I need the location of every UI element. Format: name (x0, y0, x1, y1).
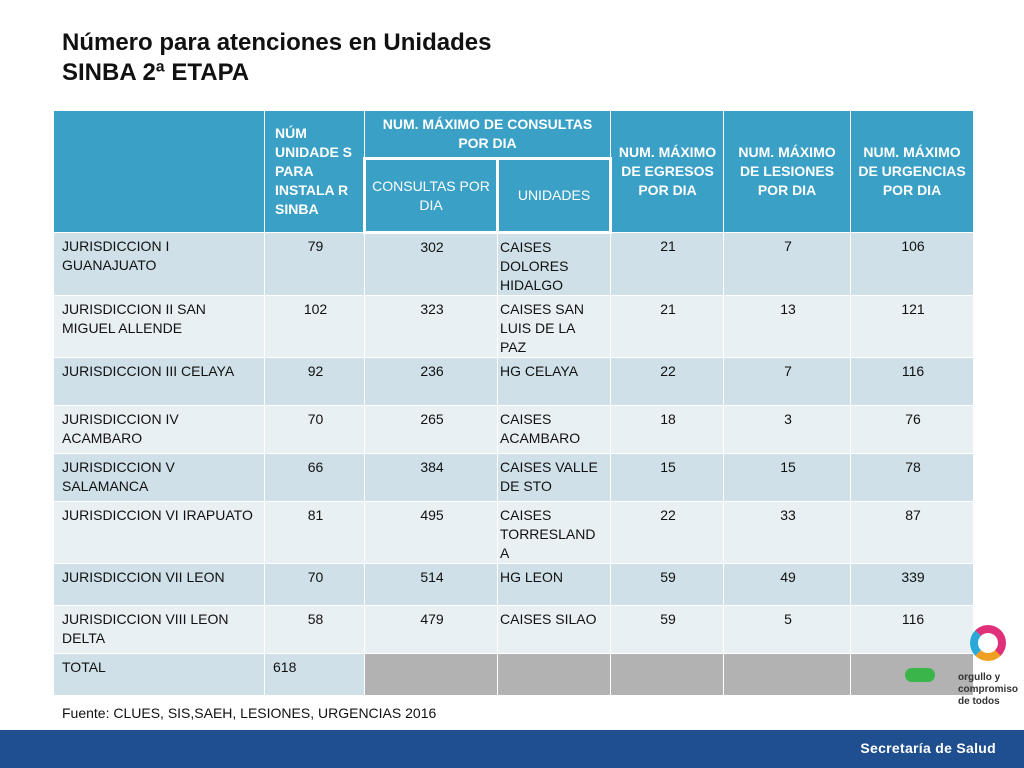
cell-unidades: CAISES TORRESLAND A (496, 501, 612, 564)
cell-total-lesiones (723, 653, 852, 696)
cell-urgencias: 78 (850, 453, 975, 502)
cell-total-egresos (610, 653, 725, 696)
header-consultas-group: NUM. MÁXIMO DE CONSULTAS POR DIA (363, 110, 612, 159)
table-row: JURISDICCION I GUANAJUATO 79 302 CAISES DOL… (53, 232, 975, 296)
cell-jurisdiccion: JURISDICCION I GUANAJUATO (53, 232, 265, 296)
cell-lesiones: 7 (723, 357, 852, 406)
table-row: JURISDICCION IV ACAMBARO 70 265 CAISES ACAM… (53, 405, 975, 454)
title-line-1: Número para atenciones en Unidades (62, 29, 492, 56)
cell-lesiones: 33 (723, 501, 852, 564)
cell-egresos: 21 (610, 232, 725, 296)
cell-lesiones: 13 (723, 295, 852, 358)
cell-consultas: 323 (364, 295, 498, 358)
title-line-2: SINBA 2ª ETAPA (62, 59, 250, 86)
header-lesiones: NUM. MÁXIMO DE LESIONES POR DIA (723, 110, 852, 233)
cell-consultas: 384 (364, 453, 498, 502)
cell-jurisdiccion: JURISDICCION II SAN MIGUEL ALLENDE (53, 295, 265, 358)
table-row: JURISDICCION VII LEON 70 514 HG LEON 59 49 339 (53, 563, 975, 606)
cell-num-unidades: 102 (264, 295, 365, 358)
cell-unidades: CAISES VALLE DE STO (496, 453, 612, 502)
table-row: JURISDICCION VI IRAPUATO 81 495 CAISES TORR… (53, 501, 975, 564)
cell-jurisdiccion: JURISDICCION IV ACAMBARO (53, 405, 265, 454)
cell-total-unidades (496, 653, 612, 696)
cell-consultas: 236 (364, 357, 498, 406)
table-row-total: TOTAL 618 (53, 653, 975, 696)
cell-unidades: HG LEON (496, 563, 612, 606)
cell-urgencias: 339 (850, 563, 975, 606)
cell-lesiones: 49 (723, 563, 852, 606)
cell-jurisdiccion: JURISDICCION VIII LEON DELTA (53, 605, 265, 654)
header-consultas-por-dia: CONSULTAS POR DIA (363, 157, 499, 234)
logo-slogan: orgullo y compromiso de todos (958, 672, 1018, 708)
table-row: JURISDICCION V SALAMANCA 66 384 CAISES VALL… (53, 453, 975, 502)
cell-egresos: 21 (610, 295, 725, 358)
units-table: NÚM UNIDADE S PARA INSTALA R SINBA NUM. … (53, 110, 975, 696)
cell-egresos: 22 (610, 501, 725, 564)
cell-num-unidades: 70 (264, 405, 365, 454)
cell-consultas: 302 (364, 232, 498, 296)
cell-unidades: HG CELAYA (496, 357, 612, 406)
cell-urgencias: 121 (850, 295, 975, 358)
cell-unidades: CAISES SILAO (496, 605, 612, 654)
cell-lesiones: 7 (723, 232, 852, 296)
cell-consultas: 265 (364, 405, 498, 454)
cell-jurisdiccion: JURISDICCION V SALAMANCA (53, 453, 265, 502)
cell-jurisdiccion: JURISDICCION VI IRAPUATO (53, 501, 265, 564)
header-jurisdiccion (53, 110, 265, 233)
header-unidades: UNIDADES (495, 157, 613, 234)
cell-num-unidades: 79 (264, 232, 365, 296)
cell-consultas: 514 (364, 563, 498, 606)
cell-lesiones: 5 (723, 605, 852, 654)
cell-total-num-unidades: 618 (264, 653, 365, 696)
cell-unidades: CAISES ACAMBARO (496, 405, 612, 454)
cell-consultas: 495 (364, 501, 498, 564)
header-egresos: NUM. MÁXIMO DE EGRESOS POR DIA (610, 110, 725, 233)
ministry-name: Secretaría de Salud (860, 740, 996, 756)
cell-num-unidades: 70 (264, 563, 365, 606)
cell-urgencias: 116 (850, 605, 975, 654)
slide-title: Número para atenciones en Unidades SINBA… (62, 28, 491, 88)
table-row: JURISDICCION VIII LEON DELTA 58 479 CAISES … (53, 605, 975, 654)
footer-bar: Secretaría de Salud (0, 730, 1024, 768)
cell-urgencias: 116 (850, 357, 975, 406)
cell-unidades: CAISES DOLORES HIDALGO (496, 232, 612, 296)
table-row: JURISDICCION III CELAYA 92 236 HG CELAYA 22 7… (53, 357, 975, 406)
header-urgencias: NUM. MÁXIMO DE URGENCIAS POR DIA (850, 110, 975, 233)
cell-total-label: TOTAL (53, 653, 265, 696)
cell-lesiones: 3 (723, 405, 852, 454)
header-num-unidades: NÚM UNIDADE S PARA INSTALA R SINBA (264, 110, 365, 233)
table-row: JURISDICCION II SAN MIGUEL ALLENDE 102 323… (53, 295, 975, 358)
table-body: JURISDICCION I GUANAJUATO 79 302 CAISES DOL… (53, 232, 975, 696)
cell-num-unidades: 92 (264, 357, 365, 406)
logo-slogan-line-1: orgullo y (958, 672, 1001, 683)
cell-lesiones: 15 (723, 453, 852, 502)
cell-total-consultas (364, 653, 498, 696)
cell-egresos: 59 (610, 605, 725, 654)
logo-ring-icon (970, 625, 1006, 661)
cell-urgencias: 76 (850, 405, 975, 454)
cell-num-unidades: 66 (264, 453, 365, 502)
cell-consultas: 479 (364, 605, 498, 654)
cell-jurisdiccion: JURISDICCION III CELAYA (53, 357, 265, 406)
cell-urgencias: 106 (850, 232, 975, 296)
cell-num-unidades: 58 (264, 605, 365, 654)
cell-total-urgencias (850, 653, 975, 696)
cell-num-unidades: 81 (264, 501, 365, 564)
source-note: Fuente: CLUES, SIS,SAEH, LESIONES, URGEN… (62, 705, 437, 721)
cell-jurisdiccion: JURISDICCION VII LEON (53, 563, 265, 606)
cell-egresos: 15 (610, 453, 725, 502)
cell-egresos: 22 (610, 357, 725, 406)
cell-urgencias: 87 (850, 501, 975, 564)
cell-egresos: 59 (610, 563, 725, 606)
cell-egresos: 18 (610, 405, 725, 454)
logo-slogan-line-2: compromiso (958, 684, 1019, 695)
logo-slogan-line-3: de todos (958, 696, 1000, 707)
logo-leaf-icon (905, 668, 935, 682)
cell-unidades: CAISES SAN LUIS DE LA PAZ (496, 295, 612, 358)
